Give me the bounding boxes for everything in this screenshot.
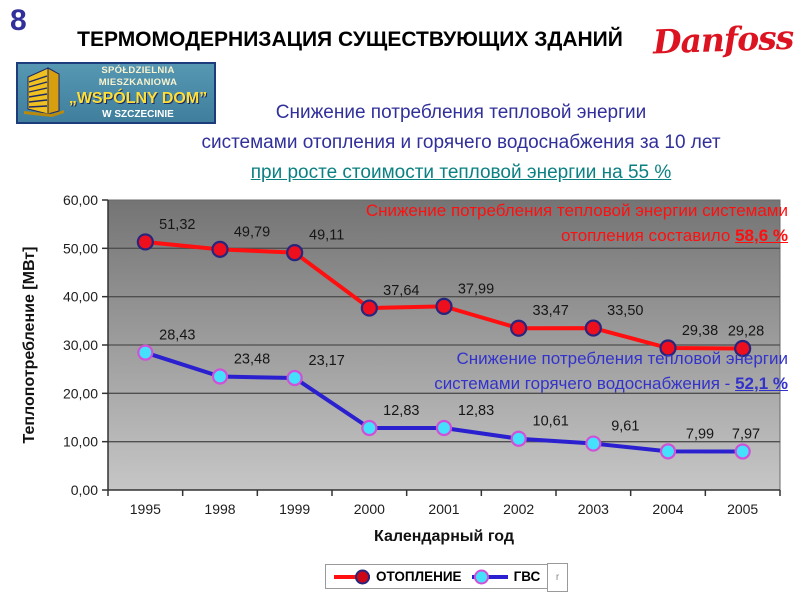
svg-text:49,79: 49,79 [234, 224, 270, 240]
svg-text:7,99: 7,99 [686, 426, 714, 442]
dhw-annotation-line1: Снижение потребления тепловой энергии [456, 349, 789, 368]
dhw-marker-icon [473, 569, 489, 584]
svg-text:20,00: 20,00 [63, 385, 98, 401]
coop-logo-line2: „WSPÓLNY DOM” [68, 89, 208, 107]
heating-line-swatch [334, 569, 370, 584]
svg-text:23,48: 23,48 [234, 352, 270, 368]
svg-text:37,99: 37,99 [458, 281, 494, 297]
svg-text:50,00: 50,00 [63, 240, 98, 256]
svg-text:2001: 2001 [428, 501, 459, 517]
dhw-annotation-line2: системами горячего водоснабжения - 52,1 … [434, 374, 788, 393]
building-icon [22, 65, 66, 122]
subtitle-line2: системами отопления и горячего водоснабж… [201, 132, 721, 153]
subtitle-line1: Снижение потребления тепловой энергии [275, 102, 647, 123]
chart-legend: ОТОПЛЕНИЕ ГВС [325, 564, 563, 589]
svg-text:2004: 2004 [652, 501, 683, 517]
svg-text:2003: 2003 [578, 501, 609, 517]
slide-title: ТЕРМОМОДЕРНИЗАЦИЯ СУЩЕСТВУЮЩИХ ЗДАНИЙ [77, 28, 623, 51]
legend-item-heating: ОТОПЛЕНИЕ [334, 569, 462, 584]
slide-subtitle: Снижение потребления тепловой энергии си… [130, 98, 792, 188]
dhw-percent-value: 52,1 % [735, 374, 788, 393]
svg-text:28,43: 28,43 [159, 328, 195, 344]
page-number: 8 [10, 4, 27, 37]
svg-text:1998: 1998 [204, 501, 235, 517]
heating-annotation: Снижение потребления тепловой энергии си… [366, 198, 788, 248]
legend-label-dhw: ГВС [513, 569, 541, 584]
svg-text:1999: 1999 [279, 501, 310, 517]
y-axis-title: Теплопотребление [МВт] [21, 246, 38, 444]
svg-text:29,28: 29,28 [728, 323, 764, 339]
svg-text:37,64: 37,64 [383, 283, 419, 299]
svg-text:0,00: 0,00 [71, 482, 98, 498]
svg-text:2002: 2002 [503, 501, 534, 517]
svg-text:51,32: 51,32 [159, 217, 195, 233]
svg-text:33,50: 33,50 [607, 303, 643, 319]
svg-text:49,11: 49,11 [309, 228, 344, 244]
svg-text:9,61: 9,61 [611, 419, 639, 435]
stray-char: r [555, 572, 560, 583]
svg-text:33,47: 33,47 [533, 303, 569, 319]
svg-text:2000: 2000 [354, 501, 385, 517]
svg-text:12,83: 12,83 [383, 403, 419, 419]
housing-coop-logo: SPÓŁDZIELNIA MIESZKANIOWA „WSPÓLNY DOM” … [16, 62, 216, 124]
coop-logo-line1: SPÓŁDZIELNIA MIESZKANIOWA [98, 64, 178, 88]
legend-label-heating: ОТОПЛЕНИЕ [376, 569, 462, 584]
svg-text:10,61: 10,61 [533, 414, 569, 430]
svg-text:30,00: 30,00 [63, 337, 98, 353]
svg-text:29,38: 29,38 [682, 323, 718, 339]
stray-text-box: r [547, 563, 568, 592]
subtitle-line3: при росте стоимости тепловой энергии на … [250, 162, 672, 183]
coop-logo-line3: W SZCZECINIE [102, 108, 174, 120]
svg-text:7,97: 7,97 [732, 426, 760, 442]
svg-text:1995: 1995 [130, 501, 161, 517]
heating-percent-value: 58,6 % [735, 226, 788, 245]
svg-text:2005: 2005 [727, 501, 758, 517]
heating-annotation-line2: отопления составило 58,6 % [561, 226, 788, 245]
dhw-line-swatch [471, 569, 508, 584]
dhw-annotation: Снижение потребления тепловой энергии си… [434, 346, 788, 396]
legend-item-dhw: ГВС [471, 569, 541, 584]
coop-logo-text: SPÓŁDZIELNIA MIESZKANIOWA „WSPÓLNY DOM” … [66, 65, 210, 121]
svg-text:23,17: 23,17 [309, 353, 345, 369]
svg-text:40,00: 40,00 [63, 289, 98, 305]
x-axis-title: Календарный год [374, 528, 514, 545]
svg-text:10,00: 10,00 [63, 434, 98, 450]
svg-text:12,83: 12,83 [458, 403, 494, 419]
heating-annotation-line1: Снижение потребления тепловой энергии си… [365, 201, 788, 220]
heating-marker-icon [354, 569, 370, 584]
svg-text:60,00: 60,00 [63, 192, 98, 208]
